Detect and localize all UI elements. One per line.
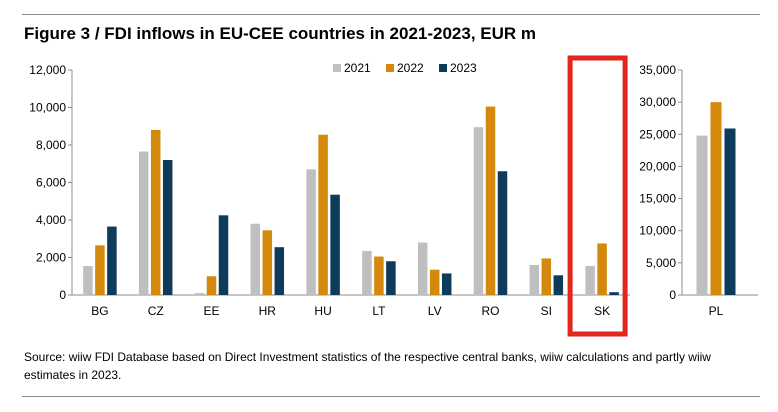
right-y-tick-label: 30,000 [639,95,676,109]
bar-hr-2022 [262,230,273,295]
bar-si-2022 [541,258,552,295]
bar-lt-2021 [362,250,372,295]
bar-cz-2022 [150,130,161,295]
legend-swatch-2023 [439,64,447,72]
left-y-tick-label: 10,000 [29,101,66,115]
right-y-tick-label: 35,000 [639,63,676,77]
left-y-tick-label: 0 [59,288,66,302]
legend-label-2022: 2022 [397,61,424,75]
right-y-tick-label: 20,000 [639,159,676,173]
source-note: Source: wiiw FDI Database based on Direc… [24,350,711,382]
right-y-tick-label: 25,000 [639,127,676,141]
bar-sk-2023 [609,292,619,295]
bar-hu-2022 [318,134,328,295]
bar-ro-2023 [497,171,508,295]
right-y-tick-label: 5,000 [646,256,676,270]
bar-ee-2023 [218,215,229,295]
x-label-lt: LT [372,304,386,318]
bar-hr-2021 [250,223,261,295]
x-label-sk: SK [594,304,610,318]
bar-si-2023 [553,275,564,295]
bar-hr-2023 [274,247,285,295]
right-y-tick-label: 15,000 [639,192,676,206]
bar-sk-2021 [585,265,595,295]
bar-pl-2023 [724,128,736,295]
bar-hu-2023 [330,194,340,295]
bar-lt-2022 [374,256,384,295]
x-label-lv: LV [428,304,442,318]
legend-swatch-2021 [333,64,341,72]
fdi-chart: 0 2,000 4,000 6,000 8,000 10,000 12,000 BG CZ EE H… [29,55,758,337]
left-y-tick-label: 6,000 [36,176,66,190]
bar-ro-2022 [485,106,496,295]
bar-bg-2023 [107,226,117,295]
bar-pl-2022 [710,102,722,296]
right-y-tick-label: 0 [669,288,676,302]
x-label-hr: HR [259,304,277,318]
legend-label-2023: 2023 [450,61,477,75]
bar-pl-2021 [696,135,708,295]
x-label-si: SI [541,304,552,318]
left-y-tick-label: 2,000 [36,251,66,265]
bar-cz-2021 [138,151,149,295]
figure-title: Figure 3 / FDI inflows in EU-CEE countri… [24,24,537,43]
x-label-ro: RO [482,304,500,318]
left-y-tick-label: 12,000 [29,63,66,77]
x-label-cz: CZ [148,304,164,318]
bar-bg-2022 [95,245,105,295]
bottom-rule [22,396,760,397]
bar-lv-2022 [429,269,440,295]
left-y-tick-label: 4,000 [36,213,66,227]
bar-lt-2023 [386,261,396,295]
bar-hu-2021 [306,169,316,295]
bar-sk-2022 [597,243,607,295]
x-label-pl: PL [709,304,724,318]
right-y-tick-label: 10,000 [639,224,676,238]
bar-bg-2021 [83,265,93,295]
left-y-tick-label: 8,000 [36,138,66,152]
bar-lv-2023 [441,273,452,295]
bar-cz-2023 [162,160,173,295]
bar-ro-2021 [473,127,484,295]
bar-si-2021 [529,265,540,295]
legend-swatch-2022 [386,64,394,72]
bar-lv-2021 [417,242,428,295]
x-label-bg: BG [91,304,108,318]
top-rule [22,14,760,15]
x-label-hu: HU [314,304,331,318]
legend-label-2021: 2021 [344,61,371,75]
bar-ee-2022 [206,276,217,295]
bar-ee-2021 [194,293,205,295]
highlight-box-sk [567,55,628,337]
x-label-ee: EE [203,304,219,318]
